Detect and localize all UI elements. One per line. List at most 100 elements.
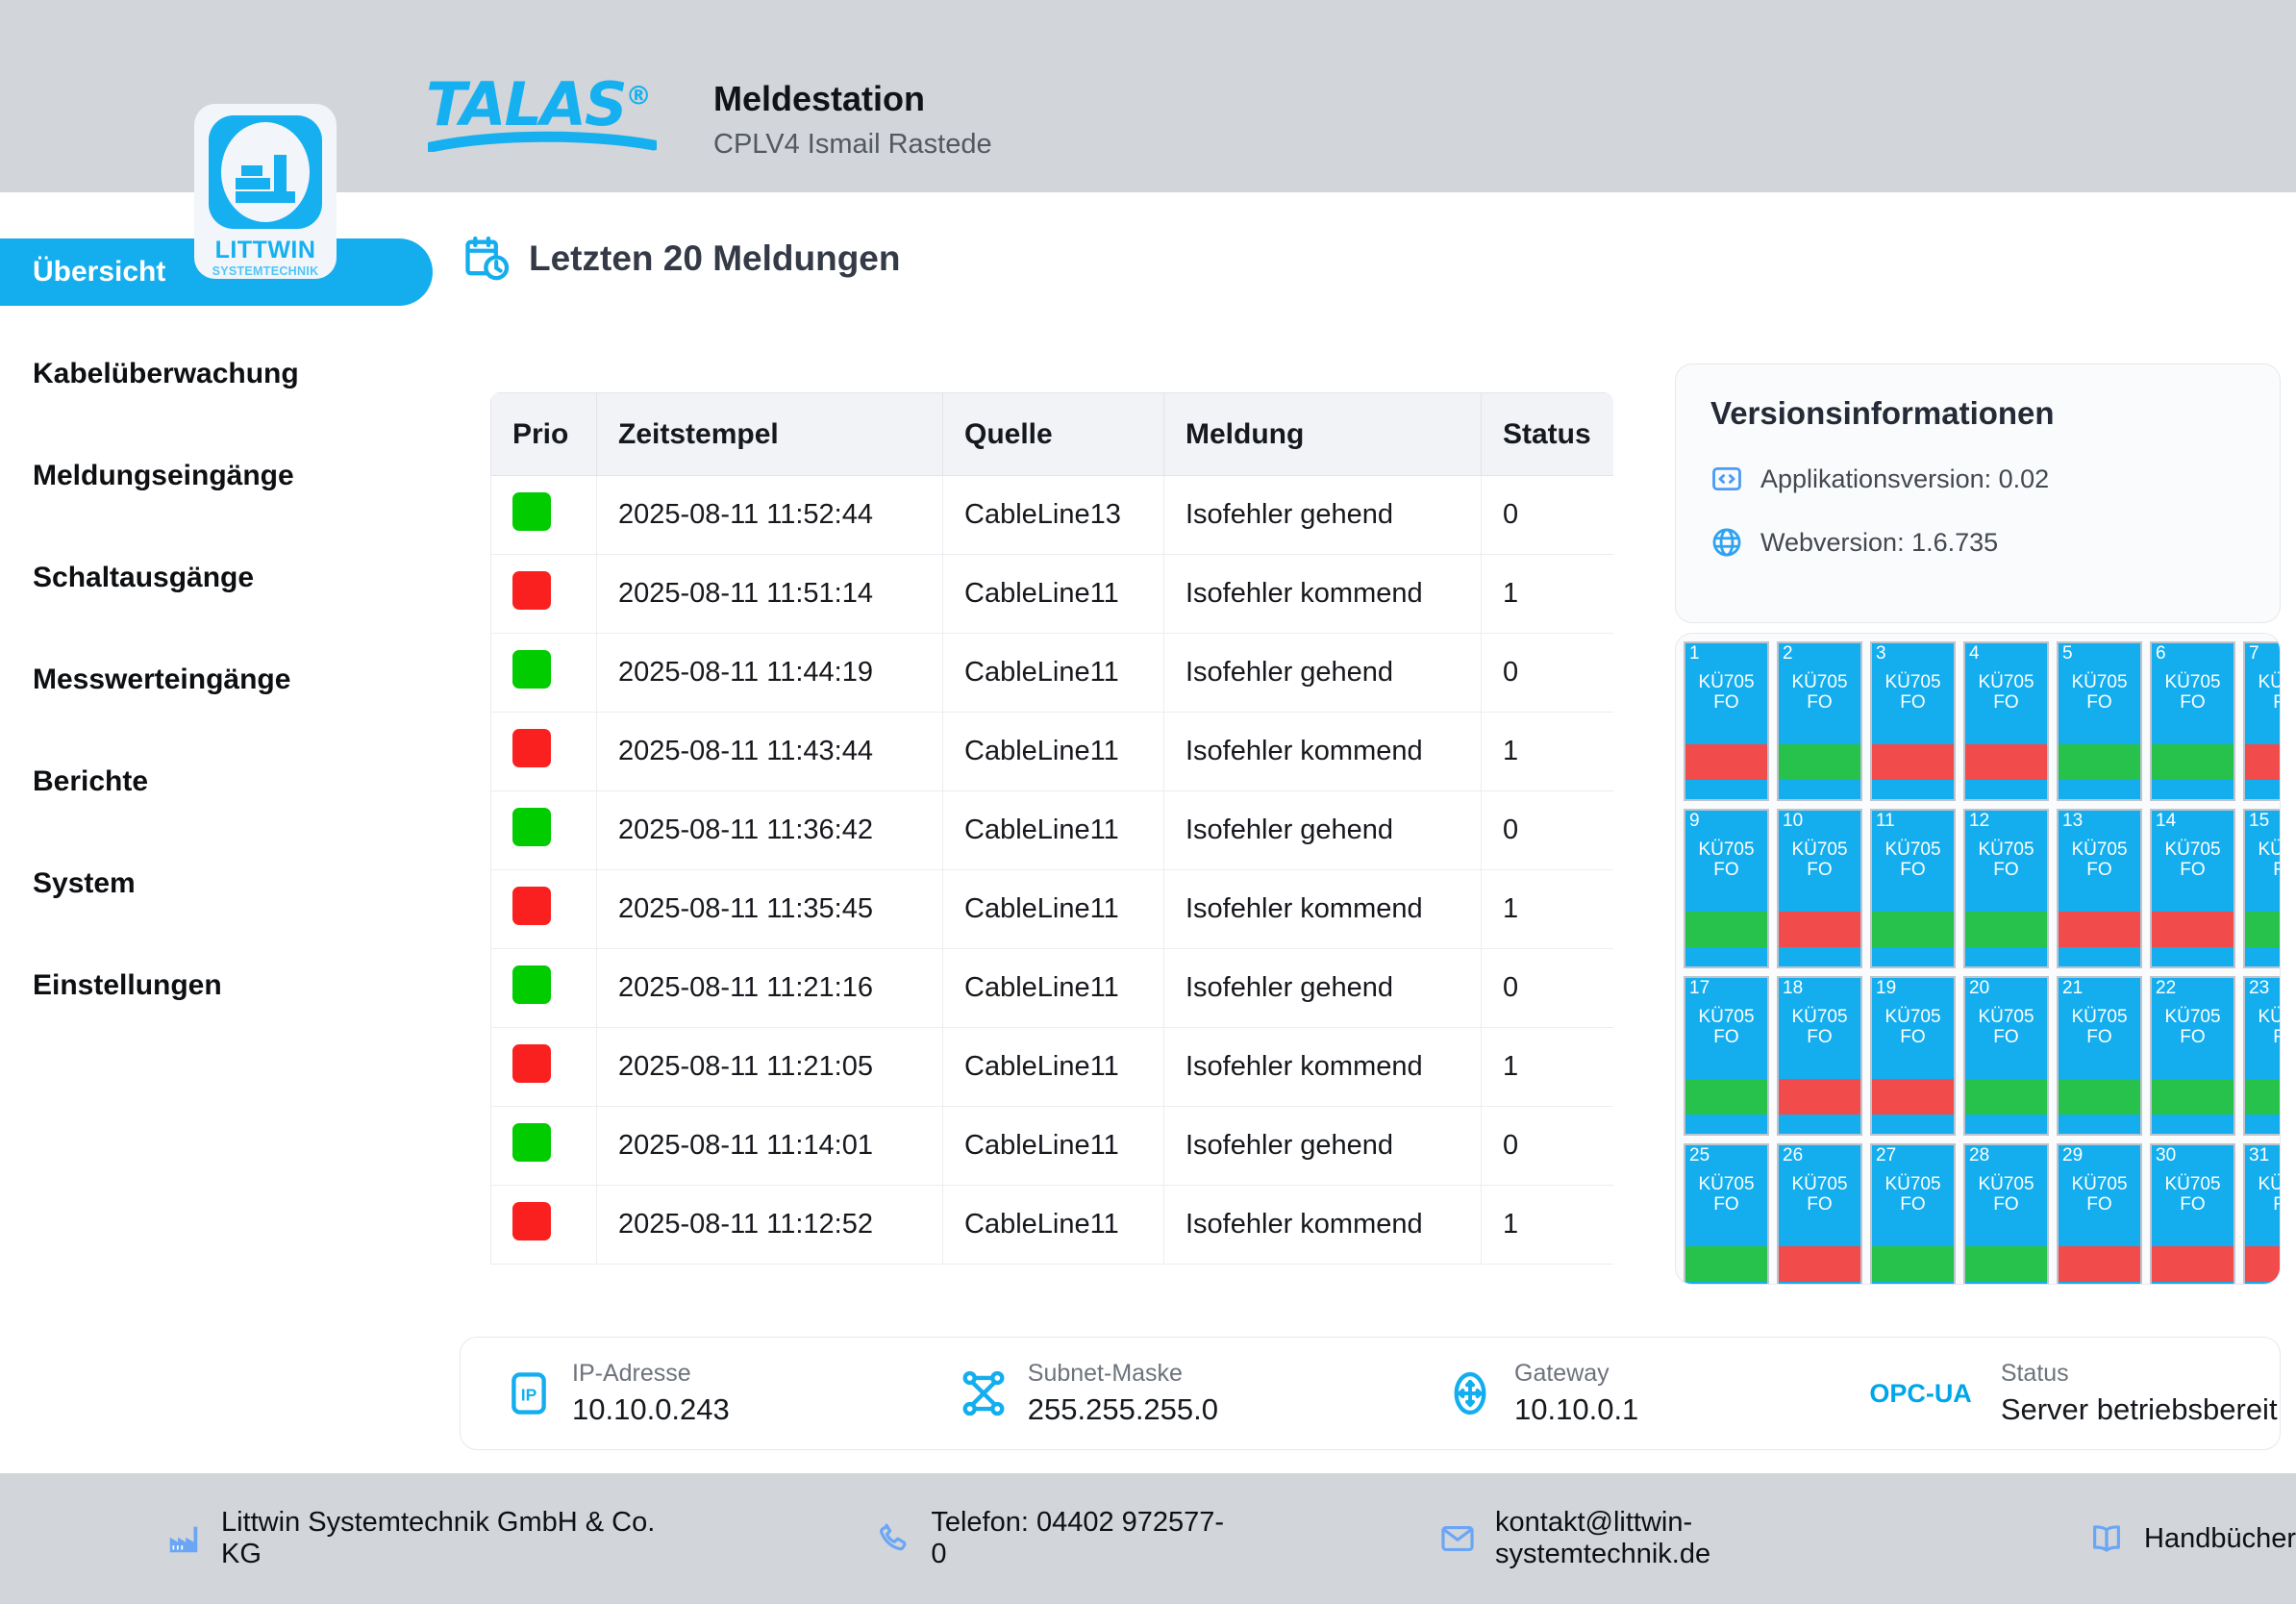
- table-row[interactable]: 2025-08-11 11:21:05 CableLine11 Isofehler …: [490, 1027, 1613, 1107]
- column-header-0[interactable]: Prio: [490, 392, 597, 476]
- column-header-1[interactable]: Zeitstempel: [596, 392, 943, 476]
- tile-label-secondary: FO: [2180, 860, 2206, 881]
- cell-timestamp-text: 2025-08-11 11:21:16: [618, 972, 873, 1003]
- tile-label-secondary: FO: [2180, 692, 2206, 714]
- cable-line-tile[interactable]: 19 KÜ705 FO: [1870, 976, 1956, 1136]
- table-row[interactable]: 2025-08-11 11:14:01 CableLine11 Isofehler …: [490, 1106, 1613, 1186]
- sidebar-item-2[interactable]: Meldungseingänge: [0, 442, 437, 510]
- column-header-3[interactable]: Meldung: [1163, 392, 1482, 476]
- cable-line-tile[interactable]: 22 KÜ705 FO: [2150, 976, 2235, 1136]
- cell-source: CableLine11: [942, 554, 1164, 634]
- table-row[interactable]: 2025-08-11 11:12:52 CableLine11 Isofehler …: [490, 1185, 1613, 1265]
- cable-line-tile[interactable]: 1 KÜ705 FO: [1684, 641, 1769, 801]
- littwin-badge-icon: [209, 115, 322, 229]
- cell-source: CableLine13: [942, 475, 1164, 555]
- cable-line-tile[interactable]: 21 KÜ705 FO: [2057, 976, 2142, 1136]
- tile-label-secondary: FO: [1713, 1027, 1739, 1048]
- table-row[interactable]: 2025-08-11 11:36:42 CableLine11 Isofehler …: [490, 790, 1613, 870]
- sidebar-item-3[interactable]: Schaltausgänge: [0, 544, 437, 612]
- cell-message: Isofehler gehend: [1163, 475, 1482, 555]
- cable-line-tile[interactable]: 29 KÜ705 FO: [2057, 1143, 2142, 1284]
- cable-line-tile[interactable]: 5 KÜ705 FO: [2057, 641, 2142, 801]
- tile-status-bar-green: [2245, 1079, 2280, 1115]
- opc-status-value: Server betriebsbereit: [2000, 1391, 2278, 1426]
- cell-status: 1: [1481, 554, 1613, 634]
- gateway-value: 10.10.0.1: [1514, 1391, 1639, 1426]
- cell-message: Isofehler kommend: [1163, 1185, 1482, 1265]
- footer-phone[interactable]: Telefon: 04402 972577-0: [875, 1507, 1226, 1570]
- cell-message: Isofehler gehend: [1163, 790, 1482, 870]
- priority-indicator-green: [512, 807, 551, 846]
- table-row[interactable]: 2025-08-11 11:52:44 CableLine13 Isofehler …: [490, 475, 1613, 555]
- cable-line-tile[interactable]: 30 KÜ705 FO: [2150, 1143, 2235, 1284]
- tile-label-primary: KÜ705: [2071, 1007, 2128, 1027]
- tile-number: 23: [2249, 978, 2270, 998]
- cell-status: 0: [1481, 790, 1613, 870]
- footer-manuals[interactable]: Handbücher: [2088, 1520, 2296, 1557]
- tile-status-bar-red: [1779, 1079, 1860, 1115]
- tile-number: 2: [1783, 643, 1793, 664]
- cell-priority: [490, 475, 597, 555]
- cable-line-tile[interactable]: 6 KÜ705 FO: [2150, 641, 2235, 801]
- tile-label-secondary: FO: [2180, 1027, 2206, 1048]
- sidebar-item-4[interactable]: Messwerteingänge: [0, 646, 437, 714]
- opc-status-label: Status: [2000, 1359, 2069, 1387]
- cable-line-tile[interactable]: 13 KÜ705 FO: [2057, 809, 2142, 968]
- cable-line-tile[interactable]: 14 KÜ705 FO: [2150, 809, 2235, 968]
- cable-line-tile[interactable]: 26 KÜ705 FO: [1777, 1143, 1862, 1284]
- cable-line-tile[interactable]: 9 KÜ705 FO: [1684, 809, 1769, 968]
- cable-line-tile[interactable]: 27 KÜ705 FO: [1870, 1143, 1956, 1284]
- footer-email[interactable]: kontakt@littwin-systemtechnik.de: [1439, 1507, 1890, 1570]
- table-row[interactable]: 2025-08-11 11:51:14 CableLine11 Isofehler …: [490, 554, 1613, 634]
- cable-line-tile[interactable]: 3 KÜ705 FO: [1870, 641, 1956, 801]
- cable-line-tile[interactable]: 2 KÜ705 FO: [1777, 641, 1862, 801]
- cell-status: 1: [1481, 869, 1613, 949]
- cell-message-text: Isofehler gehend: [1185, 972, 1394, 1003]
- sidebar-item-6[interactable]: System: [0, 850, 437, 917]
- footer-phone-text: Telefon: 04402 972577-0: [931, 1507, 1225, 1569]
- cell-source-text: CableLine11: [964, 893, 1119, 924]
- tile-label-primary: KÜ705: [2258, 1174, 2280, 1194]
- version-panel-title: Versionsinformationen: [1710, 395, 2055, 431]
- cable-line-tile[interactable]: 4 KÜ705 FO: [1963, 641, 2049, 801]
- tile-status-bar-green: [1965, 1246, 2047, 1282]
- sidebar-item-7[interactable]: Einstellungen: [0, 952, 437, 1019]
- cable-line-tile[interactable]: 10 KÜ705 FO: [1777, 809, 1862, 968]
- tile-number: 30: [2156, 1145, 2177, 1165]
- table-row[interactable]: 2025-08-11 11:44:19 CableLine11 Isofehler …: [490, 633, 1613, 713]
- tile-number: 17: [1689, 978, 1710, 998]
- cable-line-tile[interactable]: 20 KÜ705 FO: [1963, 976, 2049, 1136]
- table-row[interactable]: 2025-08-11 11:21:16 CableLine11 Isofehler …: [490, 948, 1613, 1028]
- table-row[interactable]: 2025-08-11 11:35:45 CableLine11 Isofehler …: [490, 869, 1613, 949]
- column-header-label: Prio: [512, 417, 569, 450]
- sidebar-item-1[interactable]: Kabelüberwachung: [0, 340, 437, 408]
- section-title: Letzten 20 Meldungen: [529, 238, 901, 278]
- sidebar-item-5[interactable]: Berichte: [0, 748, 437, 815]
- cell-status-text: 0: [1503, 499, 1519, 530]
- column-header-2[interactable]: Quelle: [942, 392, 1164, 476]
- cable-line-tile[interactable]: 12 KÜ705 FO: [1963, 809, 2049, 968]
- column-header-label: Quelle: [964, 417, 1053, 450]
- cable-line-tile[interactable]: 28 KÜ705 FO: [1963, 1143, 2049, 1284]
- tile-label-secondary: FO: [1807, 860, 1833, 881]
- network-status-bar: IP IP-Adresse 10.10.0.243 Subnet-Maske: [460, 1337, 2281, 1450]
- tile-label-secondary: FO: [1713, 1194, 1739, 1216]
- tile-status-bar-green: [2152, 744, 2234, 780]
- cable-line-tile[interactable]: 11 KÜ705 FO: [1870, 809, 1956, 968]
- cable-line-tile[interactable]: 18 KÜ705 FO: [1777, 976, 1862, 1136]
- app-footer: Littwin Systemtechnik GmbH & Co. KG Tele…: [0, 1473, 2296, 1604]
- cable-line-tile[interactable]: 25 KÜ705 FO: [1684, 1143, 1769, 1284]
- cell-source-text: CableLine11: [964, 972, 1119, 1003]
- table-row[interactable]: 2025-08-11 11:43:44 CableLine11 Isofehler …: [490, 712, 1613, 791]
- tile-status-bar-green: [2152, 1079, 2234, 1115]
- cell-timestamp-text: 2025-08-11 11:21:05: [618, 1051, 873, 1082]
- cable-line-tile[interactable]: 17 KÜ705 FO: [1684, 976, 1769, 1136]
- column-header-4[interactable]: Status: [1481, 392, 1613, 476]
